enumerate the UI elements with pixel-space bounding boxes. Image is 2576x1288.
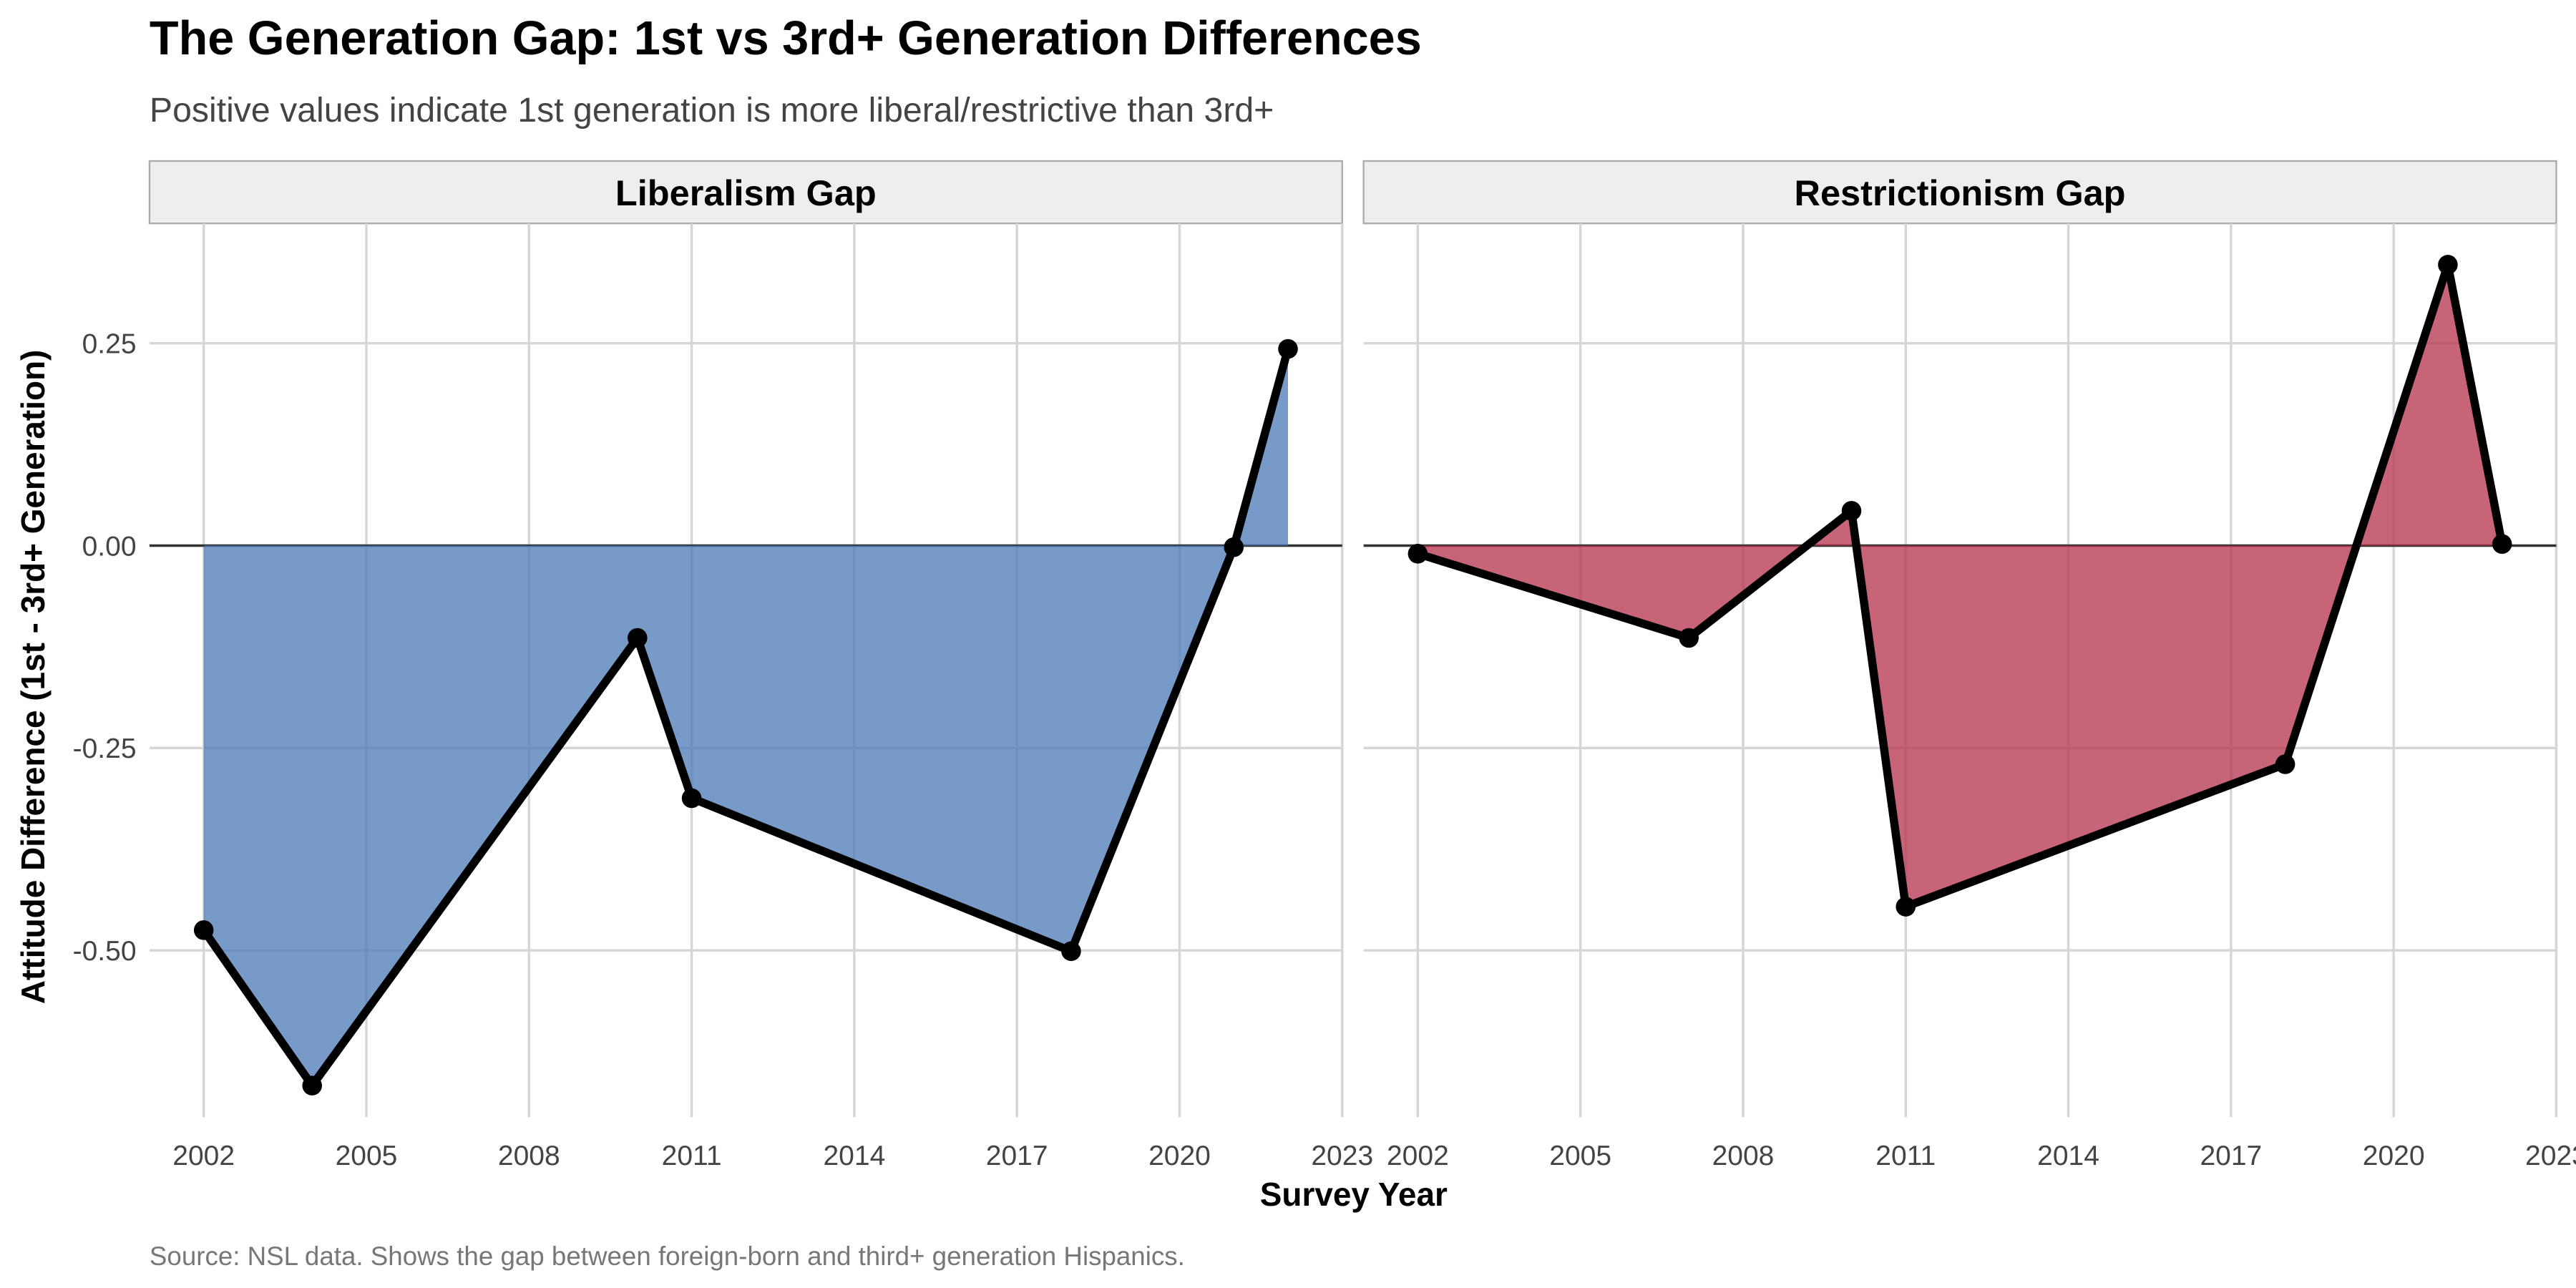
chart-subtitle: Positive values indicate 1st generation … — [150, 91, 1274, 130]
x-axis-label: Survey Year — [1260, 1176, 1448, 1213]
point — [302, 1075, 322, 1096]
point — [2275, 754, 2296, 774]
x-tick-label: 2011 — [1875, 1141, 1936, 1171]
x-tick-label: 2014 — [823, 1141, 885, 1171]
x-tick-label: 2011 — [662, 1141, 722, 1171]
x-tick-label: 2023 — [2525, 1141, 2576, 1171]
y-tick-label: 0.25 — [82, 328, 137, 359]
point — [681, 788, 702, 809]
point — [1896, 897, 1916, 917]
y-tick-label: 0.00 — [82, 531, 137, 562]
point — [628, 628, 648, 648]
x-tick-label: 2005 — [336, 1141, 398, 1171]
caption: Source: NSL data. Shows the gap between … — [150, 1241, 1185, 1271]
facet-title: Restrictionism Gap — [1795, 172, 2126, 213]
area — [203, 348, 1289, 1086]
point — [2438, 255, 2458, 275]
x-tick-label: 2008 — [1712, 1141, 1775, 1171]
facet-title: Liberalism Gap — [615, 172, 877, 213]
x-tick-label: 2017 — [2200, 1141, 2262, 1171]
x-tick-label: 2008 — [498, 1141, 560, 1171]
x-tick-label: 2005 — [1549, 1141, 1611, 1171]
x-tick-label: 2020 — [1148, 1141, 1211, 1171]
point — [1841, 501, 1862, 521]
point — [1407, 544, 1428, 564]
facet-strip — [148, 160, 1343, 225]
y-axis-label: Attitude Difference (1st - 3rd+ Generati… — [14, 350, 52, 1004]
x-tick-label: 2023 — [1311, 1141, 1373, 1171]
point — [1278, 338, 1298, 359]
area — [1418, 264, 2502, 907]
chart-title: The Generation Gap: 1st vs 3rd+ Generati… — [150, 12, 1422, 65]
x-tick-label: 2017 — [986, 1141, 1048, 1171]
x-tick-label: 2002 — [172, 1141, 235, 1171]
x-tick-label: 2020 — [2363, 1141, 2425, 1171]
point — [1224, 537, 1244, 557]
x-tick-label: 2002 — [1387, 1141, 1449, 1171]
y-tick-label: -0.25 — [73, 733, 137, 764]
y-tick-label: -0.50 — [73, 936, 137, 967]
facet-strip — [1362, 160, 2557, 225]
point — [1061, 941, 1081, 962]
point — [193, 920, 214, 940]
x-tick-label: 2014 — [2037, 1141, 2099, 1171]
point — [2492, 534, 2512, 555]
point — [1679, 628, 1699, 648]
